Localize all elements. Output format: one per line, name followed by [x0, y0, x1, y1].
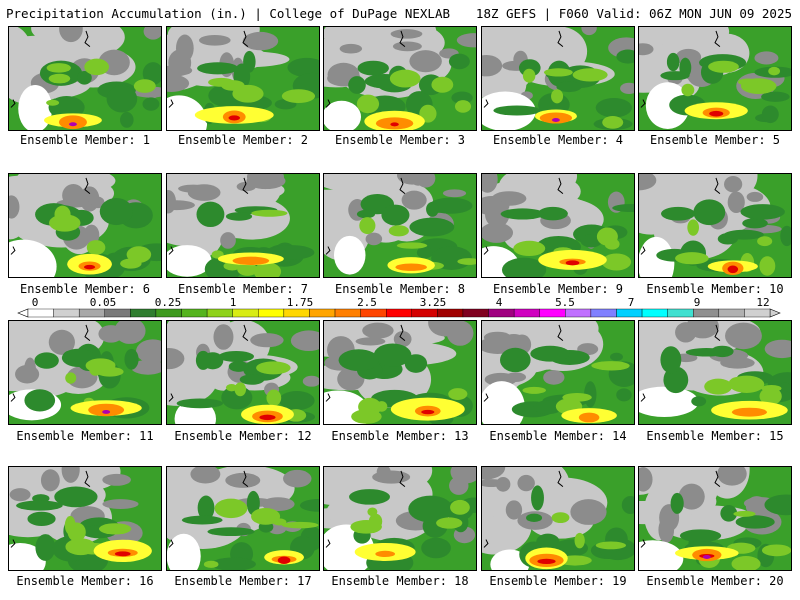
colorbar-swatch	[513, 308, 540, 318]
colorbar-swatch	[590, 308, 617, 318]
colorbar-tick-label: 5.5	[555, 296, 575, 309]
colorbar-tick-label: 0	[31, 296, 39, 309]
ensemble-member-label: Ensemble Member: 7	[177, 282, 309, 296]
ensemble-member-label: Ensemble Member: 3	[334, 133, 466, 147]
ensemble-map-10	[638, 173, 792, 278]
ensemble-map-18	[323, 466, 477, 571]
ensemble-map-6	[8, 173, 162, 278]
colorbar-swatch	[488, 308, 515, 318]
colorbar-swatch	[411, 308, 438, 318]
colorbar-swatch	[309, 308, 336, 318]
colorbar-swatch	[437, 308, 464, 318]
colorbar-tick-label: 4	[495, 296, 503, 309]
colorbar-swatch	[462, 308, 489, 318]
ensemble-member-label: Ensemble Member: 9	[492, 282, 624, 296]
ensemble-map-16	[8, 466, 162, 571]
colorbar-swatch	[104, 308, 131, 318]
ensemble-map-5	[638, 26, 792, 131]
ensemble-map-9	[481, 173, 635, 278]
ensemble-map-3	[323, 26, 477, 131]
colorbar-swatch	[283, 308, 310, 318]
precipitation-colorbar: 0 0.05 0.25 1 1.75 2.5 3.25 4 5.5 7 9 12	[0, 296, 800, 322]
colorbar-swatch	[155, 308, 182, 318]
colorbar-swatch	[718, 308, 745, 318]
colorbar-swatch	[744, 308, 771, 318]
colorbar-swatch	[53, 308, 80, 318]
colorbar-tick-label: 0.05	[89, 296, 117, 309]
ensemble-map-13	[323, 320, 477, 425]
ensemble-map-11	[8, 320, 162, 425]
ensemble-map-7	[166, 173, 320, 278]
colorbar-swatch	[667, 308, 694, 318]
colorbar-swatch	[539, 308, 566, 318]
ensemble-member-label: Ensemble Member: 1	[19, 133, 151, 147]
ensemble-member-label: Ensemble Member: 10	[646, 282, 784, 296]
colorbar-swatch	[130, 308, 157, 318]
ensemble-member-label: Ensemble Member: 15	[646, 429, 784, 443]
ensemble-member-label: Ensemble Member: 4	[492, 133, 624, 147]
colorbar-swatch	[206, 308, 233, 318]
model-run-info: 18Z GEFS | F060 Valid: 06Z MON JUN 09 20…	[475, 6, 792, 21]
colorbar-tick-label: 0.25	[154, 296, 182, 309]
ensemble-member-label: Ensemble Member: 5	[649, 133, 781, 147]
colorbar-swatch	[181, 308, 208, 318]
ensemble-member-label: Ensemble Member: 16	[16, 574, 154, 588]
ensemble-map-2	[166, 26, 320, 131]
colorbar-high-arrow	[769, 308, 781, 318]
colorbar-tick-label: 2.5	[357, 296, 377, 309]
colorbar-swatch	[565, 308, 592, 318]
ensemble-map-20	[638, 466, 792, 571]
ensemble-map-12	[166, 320, 320, 425]
ensemble-map-14	[481, 320, 635, 425]
colorbar-tick-label: 1.75	[286, 296, 314, 309]
colorbar-swatch	[232, 308, 259, 318]
ensemble-member-label: Ensemble Member: 13	[331, 429, 469, 443]
colorbar-tick-label: 7	[627, 296, 635, 309]
colorbar-swatch	[360, 308, 387, 318]
ensemble-map-19	[481, 466, 635, 571]
colorbar-swatch	[616, 308, 643, 318]
colorbar-swatch	[386, 308, 412, 318]
ensemble-member-label: Ensemble Member: 8	[334, 282, 466, 296]
ensemble-member-label: Ensemble Member: 11	[16, 429, 154, 443]
ensemble-map-4	[481, 26, 635, 131]
ensemble-member-label: Ensemble Member: 14	[489, 429, 627, 443]
colorbar-tick-label: 12	[756, 296, 770, 309]
colorbar-swatch	[258, 308, 285, 318]
ensemble-map-17	[166, 466, 320, 571]
ensemble-member-label: Ensemble Member: 18	[331, 574, 469, 588]
colorbar-swatch	[27, 308, 54, 318]
colorbar-swatch	[693, 308, 720, 318]
ensemble-map-15	[638, 320, 792, 425]
ensemble-member-label: Ensemble Member: 19	[489, 574, 627, 588]
colorbar-tick-label: 1	[229, 296, 237, 309]
ensemble-map-8	[323, 173, 477, 278]
ensemble-member-label: Ensemble Member: 17	[174, 574, 312, 588]
colorbar-graphic	[17, 308, 781, 318]
ensemble-member-label: Ensemble Member: 6	[19, 282, 151, 296]
ensemble-member-label: Ensemble Member: 12	[174, 429, 312, 443]
colorbar-swatch	[334, 308, 361, 318]
colorbar-low-arrow	[17, 308, 29, 318]
colorbar-tick-label: 9	[693, 296, 701, 309]
page-title: Precipitation Accumulation (in.) | Colle…	[6, 6, 451, 21]
ensemble-map-1	[8, 26, 162, 131]
colorbar-swatch	[641, 308, 668, 318]
ensemble-member-label: Ensemble Member: 2	[177, 133, 309, 147]
colorbar-swatch	[78, 308, 105, 318]
colorbar-tick-label: 3.25	[419, 296, 447, 309]
ensemble-member-label: Ensemble Member: 20	[646, 574, 784, 588]
